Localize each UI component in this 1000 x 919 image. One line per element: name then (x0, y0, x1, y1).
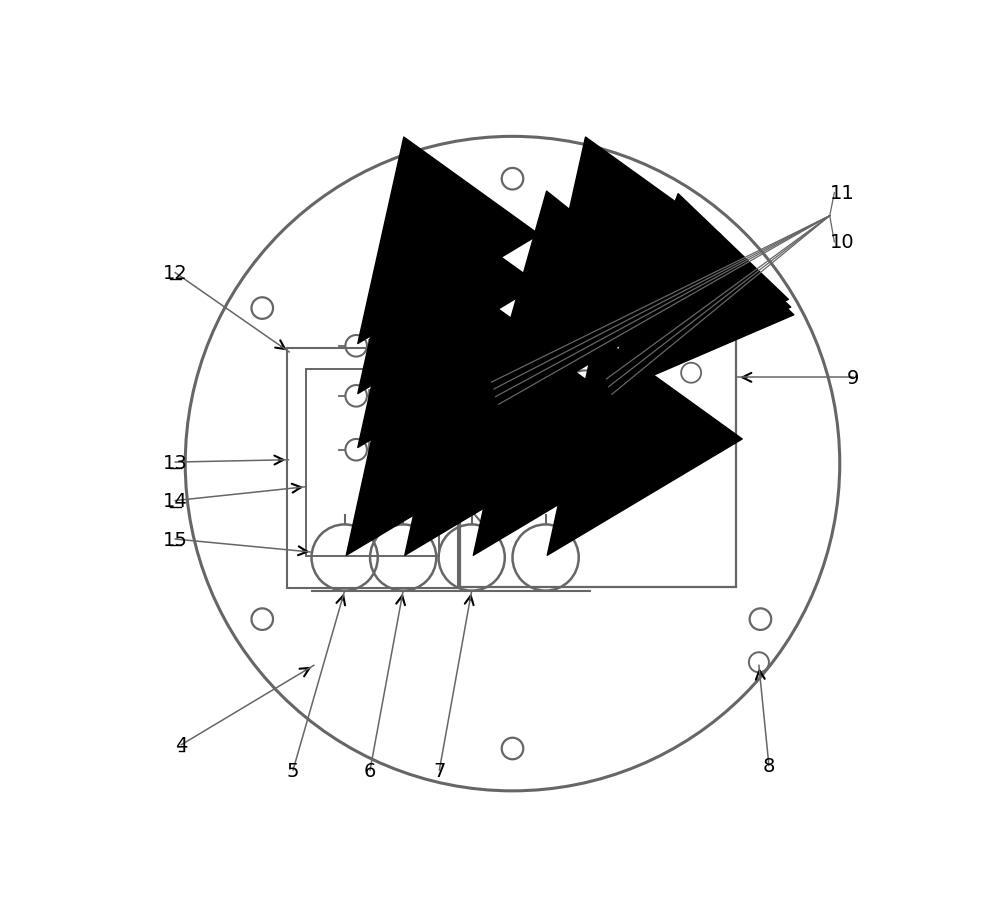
Text: 14: 14 (163, 492, 188, 510)
Text: 7: 7 (433, 761, 446, 779)
Bar (287, 348, 458, 589)
Text: 12: 12 (163, 264, 188, 283)
Text: 11: 11 (830, 184, 854, 203)
Text: 8: 8 (763, 756, 775, 775)
Text: 15: 15 (163, 530, 188, 549)
Bar (550, 391, 562, 402)
Text: 6: 6 (364, 761, 376, 779)
Text: 4: 4 (175, 735, 188, 754)
Bar (306, 369, 439, 556)
Text: 13: 13 (163, 453, 188, 472)
Bar (550, 340, 562, 352)
Bar (369, 440, 380, 452)
Bar (369, 340, 380, 352)
Bar (369, 391, 380, 402)
Bar (460, 289, 736, 587)
Text: 5: 5 (287, 761, 299, 779)
Text: 10: 10 (830, 233, 854, 252)
Text: 9: 9 (847, 369, 859, 388)
